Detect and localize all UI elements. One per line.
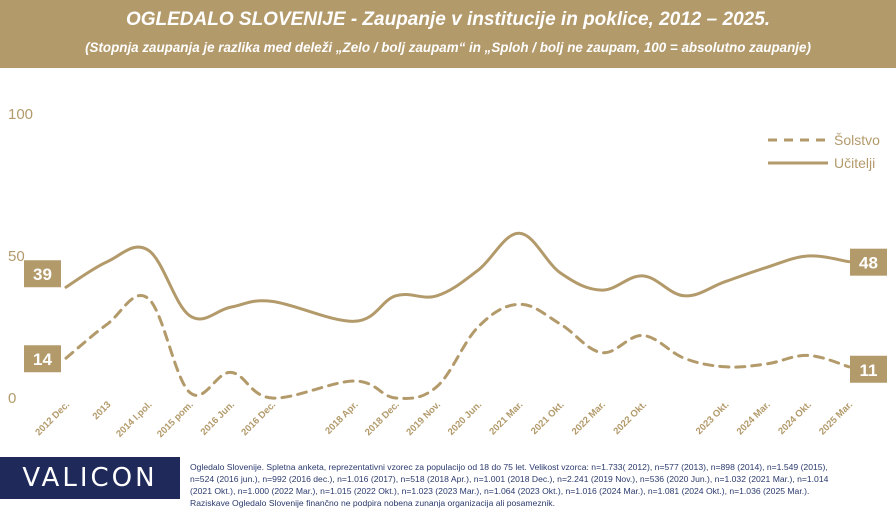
footer-line: Raziskave Ogledalo Slovenije finančno ne…: [190, 498, 555, 508]
x-tick-label: 2023 Okt.: [694, 399, 732, 437]
x-tick-label: 2014 I.pol.: [114, 399, 154, 439]
x-tick-label: 2024 Mar.: [735, 399, 773, 437]
chart-subtitle: (Stopnja zaupanja je razlika med deleži …: [85, 40, 811, 55]
series-line-solstvo: [64, 294, 851, 400]
x-tick-label: 2021 Mar.: [487, 399, 525, 437]
valicon-logo: VALICON: [0, 457, 180, 499]
end-label-ucitelji-last-box: [850, 248, 887, 276]
y-tick-label: 0: [8, 390, 16, 407]
footer-note: Ogledalo Slovenije. Spletna anketa, repr…: [190, 461, 890, 509]
x-tick-label: 2016 Jun.: [199, 399, 237, 437]
legend-label-ucitelji: Učitelji: [834, 155, 875, 171]
x-tick-label: 2022 Mar.: [570, 399, 608, 437]
footer-line: Ogledalo Slovenije. Spletna anketa, repr…: [190, 462, 828, 472]
end-label-solstvo-last: 11: [860, 361, 878, 380]
end-label-ucitelji-first-box: [24, 260, 61, 288]
x-tick-label: 2013: [91, 399, 114, 422]
end-label-solstvo-first-box: [24, 345, 61, 373]
series-line-ucitelji: [64, 231, 851, 323]
legend-label-solstvo: Šolstvo: [834, 132, 880, 148]
x-tick-label: 2018 Dec.: [363, 399, 402, 438]
x-tick-label: 2015 pom.: [155, 399, 196, 440]
end-label-solstvo-last-box: [850, 355, 887, 383]
y-tick-label: 100: [8, 106, 33, 123]
x-tick-label: 2019 Nov.: [404, 399, 443, 438]
y-tick-label: 50: [8, 248, 25, 265]
footer-line: n=524 (2016 jun.), n=992 (2016 dec.), n=…: [190, 474, 829, 484]
x-tick-label: 2021 Okt.: [529, 399, 567, 437]
chart-title: OGLEDALO SLOVENIJE - Zaupanje v instituc…: [125, 9, 771, 30]
x-tick-label: 2016 Dec.: [239, 399, 278, 438]
x-tick-label: 2022 Okt.: [611, 399, 649, 437]
end-label-solstvo-first: 14: [33, 350, 52, 369]
x-tick-label: 2024 Okt.: [776, 399, 814, 437]
x-tick-label: 2018 Apr.: [323, 399, 360, 436]
header-banner: OGLEDALO SLOVENIJE - Zaupanje v instituc…: [0, 0, 896, 68]
x-tick-label: 2025 Mar.: [817, 399, 855, 437]
x-tick-label: 2012 Dec.: [33, 399, 72, 438]
end-label-ucitelji-first: 39: [33, 265, 52, 284]
x-tick-label: 2020 Jun.: [446, 399, 484, 437]
footer-line: (2021 Okt.), n=1.000 (2022 Mar.), n=1.01…: [190, 486, 810, 496]
end-label-ucitelji-last: 48: [859, 254, 878, 273]
